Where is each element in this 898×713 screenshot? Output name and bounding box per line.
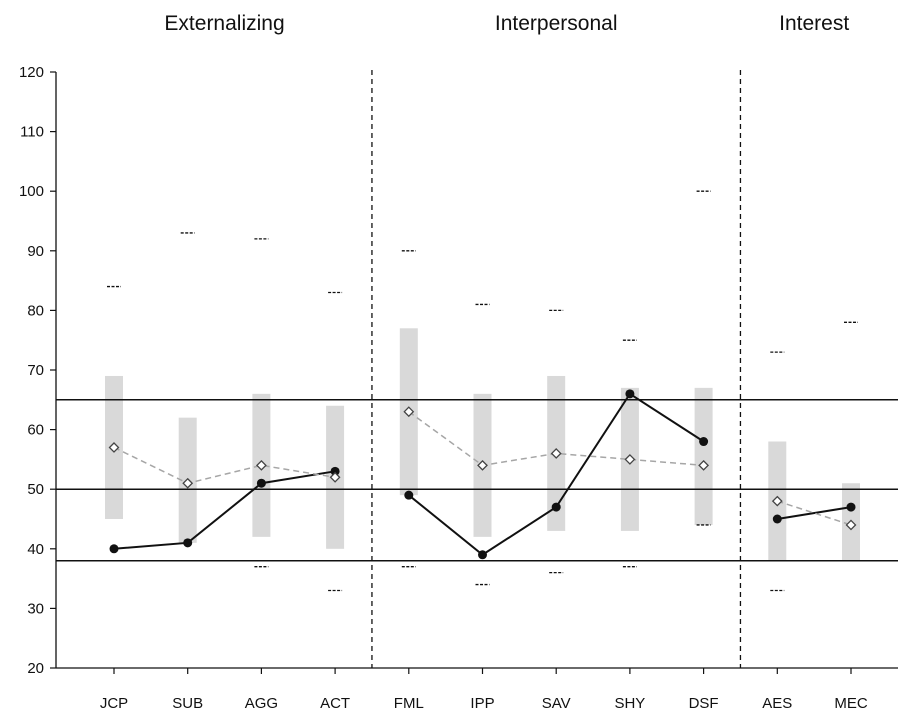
y-tick-label: 20: [27, 660, 44, 677]
group-title-externalizing: Externalizing: [164, 12, 284, 35]
x-tick-label-agg: AGG: [245, 695, 278, 712]
data-point-act: [330, 466, 340, 476]
data-point-sub: [183, 538, 193, 548]
y-tick-label: 80: [27, 302, 44, 319]
y-tick-label: 70: [27, 362, 44, 379]
series-line-dashed: [777, 500, 852, 526]
diamond-point-agg: [255, 459, 267, 471]
y-tick-label: 110: [20, 124, 44, 141]
diamond-point-sub: [182, 477, 194, 489]
x-tick-label-sav: SAV: [542, 695, 571, 712]
labels: 20 30 40 50 60 70 80 90 100 110 120 JCP SUB AGG ACT FML…: [19, 12, 868, 712]
diamond-point-fml: [403, 406, 415, 418]
range-bands: [105, 328, 860, 561]
x-tick-label-dsf: DSF: [689, 695, 719, 712]
y-tick-label: 120: [19, 64, 44, 81]
diamond-point-mec: [845, 519, 857, 531]
series-line-dashed: [113, 446, 336, 485]
diamond-point-act: [329, 471, 341, 483]
series: [108, 389, 857, 560]
y-tick-label: 30: [27, 600, 44, 617]
x-tick-label-sub: SUB: [172, 695, 203, 712]
y-tick-label: 40: [27, 541, 44, 558]
diamond-point-sav: [550, 448, 562, 459]
x-tick-label-act: ACT: [320, 695, 350, 712]
series-line-solid: [777, 506, 852, 520]
y-tick-label: 100: [19, 183, 44, 200]
data-point-dsf: [699, 437, 709, 447]
data-point-ipp: [478, 550, 487, 560]
data-point-shy: [625, 389, 635, 399]
y-tick-label: 60: [27, 422, 44, 439]
data-point-fml: [404, 490, 414, 500]
x-tick-label-jcp: JCP: [100, 695, 128, 712]
data-point-jcp: [109, 544, 119, 554]
y-tick-label: 50: [27, 481, 44, 498]
series-line-solid: [113, 470, 336, 550]
reference-lines: [56, 70, 898, 668]
group-title-interest: Interest: [779, 12, 849, 35]
dash-marks: [107, 190, 858, 592]
diamond-point-ipp: [477, 459, 488, 471]
axes: [50, 71, 898, 674]
diamond-point-aes: [771, 495, 783, 507]
data-point-aes: [772, 514, 782, 524]
x-tick-label-fml: FML: [394, 695, 424, 712]
data-point-mec: [846, 502, 856, 512]
x-tick-label-mec: MEC: [834, 695, 868, 712]
diamond-point-shy: [624, 453, 636, 465]
y-tick-label: 90: [27, 243, 44, 260]
data-point-agg: [256, 478, 266, 488]
x-tick-label-shy: SHY: [614, 695, 645, 712]
x-tick-label-aes: AES: [762, 695, 792, 712]
diamond-point-dsf: [698, 459, 710, 471]
x-tick-label-ipp: IPP: [470, 695, 494, 712]
data-point-sav: [551, 502, 561, 512]
range-band-dsf: [694, 387, 713, 525]
diamond-point-jcp: [108, 442, 120, 453]
group-title-interpersonal: Interpersonal: [495, 12, 618, 35]
